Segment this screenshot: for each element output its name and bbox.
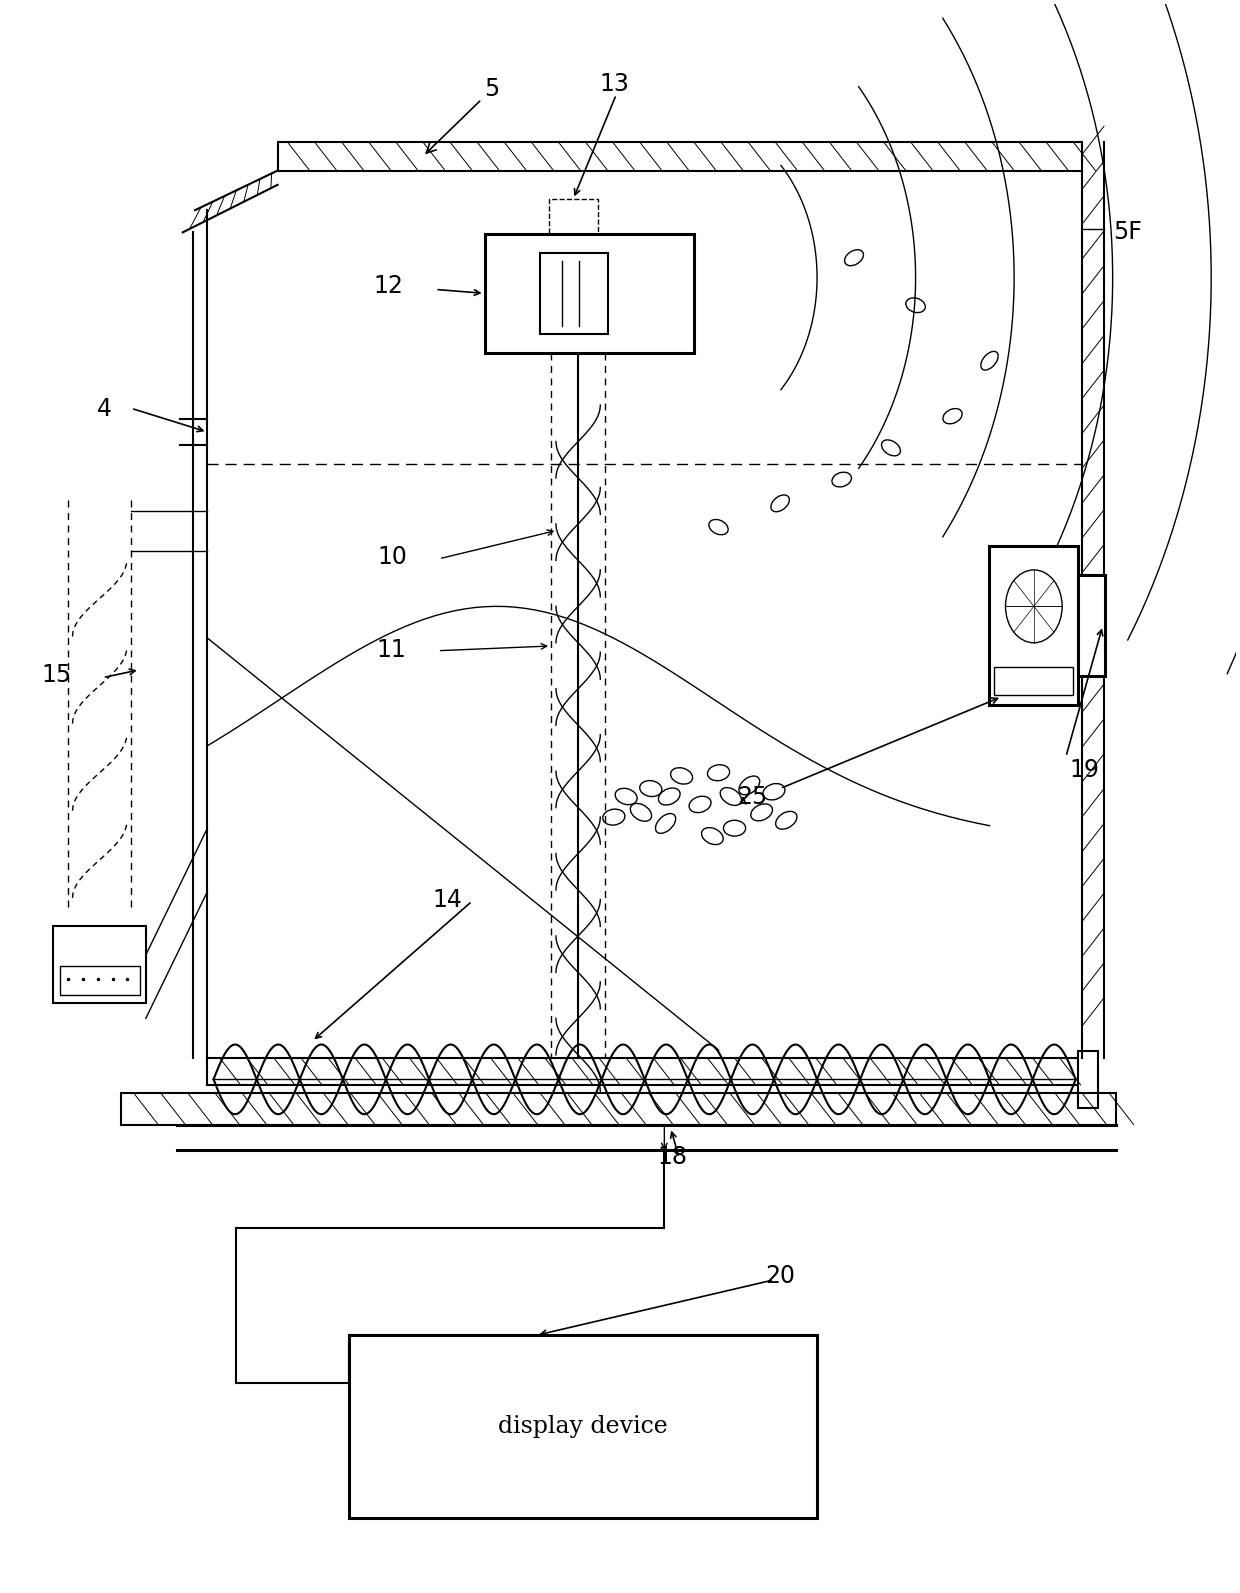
Bar [60,965,140,994]
Text: 15: 15 [41,663,71,688]
Bar [994,666,1074,695]
Text: 4: 4 [97,397,112,421]
Text: 25: 25 [737,785,768,809]
Bar [207,1058,1081,1085]
Bar [53,927,146,1002]
Bar [485,234,694,352]
Text: 5F: 5F [1112,220,1142,244]
Text: 10: 10 [377,545,407,569]
Bar [278,142,1081,170]
Bar [548,199,598,234]
Text: 11: 11 [376,639,405,663]
Text: 19: 19 [1070,758,1100,782]
Bar [990,546,1078,704]
Text: 5: 5 [427,76,500,153]
Bar [1078,1051,1097,1107]
Bar [1078,575,1105,675]
Text: display device: display device [498,1415,668,1438]
Bar [122,1093,1116,1125]
Text: 18: 18 [657,1145,687,1169]
Text: 12: 12 [373,274,403,298]
Text: 13: 13 [599,72,629,96]
Text: 14: 14 [433,889,463,913]
Text: 20: 20 [765,1263,795,1289]
Bar [539,253,608,335]
Bar [348,1335,817,1518]
